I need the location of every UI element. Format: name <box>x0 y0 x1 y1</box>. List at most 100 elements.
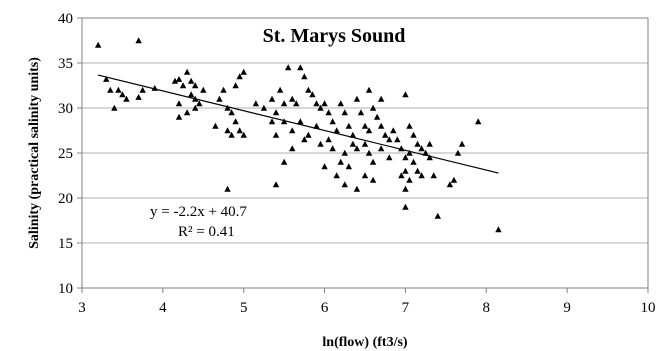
data-point <box>365 86 373 93</box>
data-point <box>305 86 312 93</box>
data-point <box>414 140 421 147</box>
data-point <box>321 163 328 170</box>
data-point <box>337 158 344 165</box>
data-point <box>357 109 365 116</box>
y-tick-label: 30 <box>58 101 73 117</box>
data-point <box>252 100 260 107</box>
data-point <box>495 226 502 233</box>
data-point <box>321 100 328 107</box>
data-point <box>216 95 223 102</box>
data-point <box>272 181 280 188</box>
data-point <box>297 64 304 71</box>
data-point <box>369 158 377 165</box>
data-point <box>175 76 183 82</box>
data-point <box>111 104 118 111</box>
data-point <box>410 131 417 138</box>
data-point <box>289 145 296 152</box>
data-point <box>220 86 227 93</box>
data-point <box>406 122 413 129</box>
data-point <box>276 86 284 93</box>
data-point <box>297 118 304 125</box>
data-point <box>353 145 361 152</box>
data-point <box>410 158 417 165</box>
data-point <box>341 149 348 156</box>
data-point <box>175 113 183 120</box>
trendline <box>98 74 499 174</box>
x-tick-label: 8 <box>483 300 491 316</box>
data-point <box>382 131 389 138</box>
data-point <box>386 154 393 161</box>
data-point <box>345 122 353 129</box>
data-point <box>187 91 195 98</box>
data-point <box>293 100 300 107</box>
data-point <box>377 145 385 152</box>
data-point <box>341 109 348 116</box>
data-point <box>418 145 425 152</box>
data-point <box>329 118 336 125</box>
y-axis-title: Salinity (practical salinity units) <box>27 57 42 249</box>
y-tick-label: 10 <box>58 281 73 297</box>
data-point <box>345 163 353 170</box>
data-point <box>107 86 114 93</box>
data-point <box>224 127 231 134</box>
data-point <box>171 77 179 84</box>
trendline-equation: y = -2.2x + 40.7 <box>150 204 247 220</box>
data-point <box>475 118 482 125</box>
data-point <box>390 127 397 134</box>
data-point <box>402 185 409 192</box>
data-point <box>119 91 126 98</box>
data-point <box>301 73 308 80</box>
data-point <box>289 127 296 134</box>
x-tick-label: 10 <box>641 300 656 316</box>
data-point <box>139 86 146 93</box>
data-point <box>353 95 361 102</box>
y-tick-label: 25 <box>58 146 73 162</box>
data-point <box>115 86 122 93</box>
data-point <box>402 154 409 161</box>
data-point <box>284 64 292 71</box>
data-point <box>349 131 357 138</box>
data-point <box>406 176 413 183</box>
data-point <box>224 104 231 111</box>
data-point <box>394 136 401 143</box>
data-point <box>430 172 437 179</box>
data-point <box>94 41 102 48</box>
data-point <box>398 172 405 179</box>
data-point <box>402 91 409 98</box>
data-point <box>272 109 280 116</box>
data-point <box>280 158 288 165</box>
data-point <box>377 122 385 129</box>
data-point <box>402 167 409 174</box>
data-point <box>422 149 429 156</box>
data-point <box>402 203 409 210</box>
y-tick-labels: 10 15 20 25 30 35 40 <box>58 11 82 297</box>
data-point <box>361 122 369 129</box>
data-point <box>268 95 276 102</box>
data-point <box>386 136 393 143</box>
data-point <box>240 131 247 138</box>
data-point <box>289 95 296 102</box>
data-point <box>349 140 357 147</box>
data-point <box>260 104 268 111</box>
y-tick-label: 35 <box>58 56 73 72</box>
data-point <box>305 131 312 138</box>
data-point <box>317 140 324 147</box>
data-point <box>228 109 235 116</box>
y-tick-label: 20 <box>58 191 73 207</box>
data-point <box>450 176 458 183</box>
x-tick-label: 4 <box>159 300 167 316</box>
data-point <box>301 136 308 143</box>
data-point <box>333 127 340 134</box>
data-point <box>313 122 320 129</box>
x-tick-label: 3 <box>78 300 86 316</box>
data-point <box>280 100 288 107</box>
data-point <box>369 176 377 183</box>
data-point <box>414 167 421 174</box>
data-point <box>224 185 231 192</box>
data-point <box>446 181 454 188</box>
data-point <box>458 140 466 147</box>
data-point <box>353 185 361 192</box>
data-point <box>361 172 369 179</box>
data-point <box>236 73 243 80</box>
